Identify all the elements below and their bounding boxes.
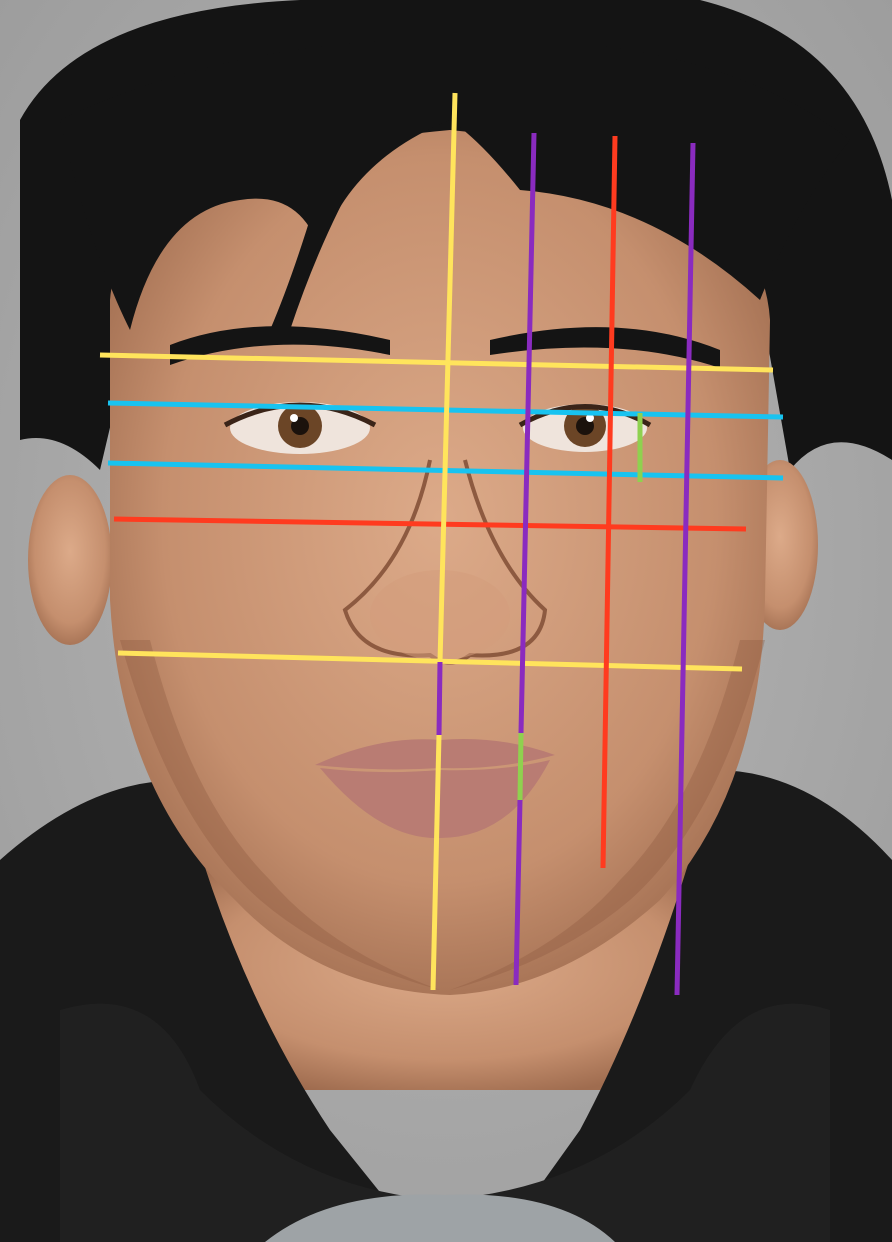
outer-eye-vertical-purple [674, 142, 696, 996]
philtrum-line-purple [436, 661, 443, 736]
hair-fringe [60, 39, 850, 330]
ear-left [28, 475, 112, 645]
face [110, 130, 770, 995]
brow-line-yellow [99, 352, 774, 373]
midline-upper-yellow [437, 92, 458, 663]
nose-base-line-yellow [117, 650, 743, 672]
cheekbone-line-red [113, 516, 747, 532]
sweater [60, 1003, 830, 1242]
hair-strand [270, 150, 360, 330]
tshirt-collar [265, 1194, 615, 1242]
jaw-shadow-right [450, 640, 765, 990]
pupil-vertical-red [600, 135, 618, 869]
eye-glint-right [586, 414, 594, 422]
proportion-guide-overlay [99, 92, 784, 996]
midline-lower-yellow [430, 734, 442, 991]
inner-eye-vertical-lower-purple [513, 799, 523, 986]
mouth-corner-marker-green [517, 732, 524, 801]
jaw-shadow-left [120, 640, 440, 990]
upper-lip [315, 739, 555, 770]
eyebrow-right [490, 327, 720, 368]
eye-glint-left [290, 414, 298, 422]
eyebrow-left [170, 326, 390, 365]
eyelid-right [518, 404, 652, 428]
inner-eye-vertical-upper-purple [518, 132, 537, 734]
